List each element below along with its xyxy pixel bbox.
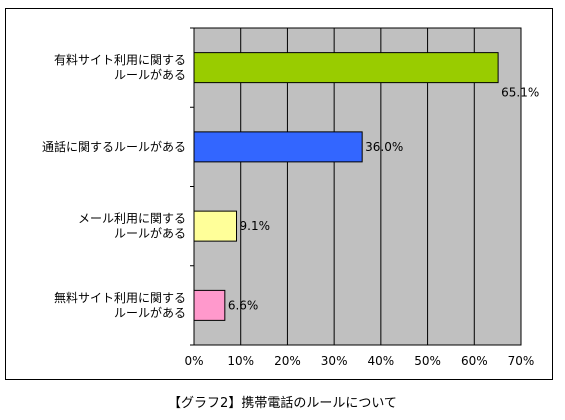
category-label: 有料サイト利用に関する [54,53,186,67]
chart-caption: 【グラフ2】携帯電話のルールについて [168,396,397,411]
data-label: 65.1% [501,86,539,100]
x-tick-label: 40% [368,354,395,368]
x-tick-label: 20% [274,354,301,368]
bar [193,52,499,84]
category-label: ルールがある [114,67,186,82]
data-label: 6.6% [228,298,259,312]
bar [193,131,363,163]
category-label: 通話に関するルールがある [42,139,186,154]
category-label: 無料サイト利用に関する [54,290,186,305]
x-tick-label: 30% [321,354,348,368]
x-tick-label: 70% [508,354,535,368]
bar [193,210,238,242]
x-tick-label: 60% [461,354,488,368]
bar [193,289,226,321]
bar-chart: 65.1%有料サイト利用に関するルールがある36.0%通話に関するルールがある9… [42,27,539,368]
category-label: ルールがある [114,305,186,320]
x-tick-label: 0% [184,354,203,368]
category-label: メール利用に関する [78,212,186,226]
data-label: 9.1% [240,219,271,233]
category-label: ルールがある [114,226,186,241]
data-label: 36.0% [365,140,403,154]
x-tick-label: 50% [414,354,441,368]
x-tick-label: 10% [227,354,254,368]
